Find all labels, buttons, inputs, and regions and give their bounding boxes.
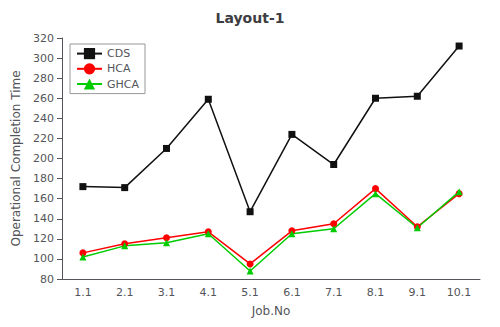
svg-text:100: 100 xyxy=(33,252,54,265)
svg-text:Layout-1: Layout-1 xyxy=(216,10,285,26)
svg-text:CDS: CDS xyxy=(107,47,130,60)
svg-text:8.1: 8.1 xyxy=(367,286,385,299)
svg-text:300: 300 xyxy=(33,52,54,65)
svg-text:4.1: 4.1 xyxy=(200,286,218,299)
svg-text:220: 220 xyxy=(33,132,54,145)
svg-text:120: 120 xyxy=(33,232,54,245)
svg-text:320: 320 xyxy=(33,32,54,45)
svg-text:200: 200 xyxy=(33,152,54,165)
svg-text:2.1: 2.1 xyxy=(116,286,134,299)
svg-text:5.1: 5.1 xyxy=(241,286,259,299)
svg-text:Job.No: Job.No xyxy=(251,304,291,318)
svg-text:HCA: HCA xyxy=(107,62,131,75)
svg-text:260: 260 xyxy=(33,92,54,105)
svg-text:6.1: 6.1 xyxy=(283,286,301,299)
svg-text:240: 240 xyxy=(33,112,54,125)
svg-text:140: 140 xyxy=(33,212,54,225)
svg-text:3.1: 3.1 xyxy=(158,286,176,299)
svg-text:280: 280 xyxy=(33,72,54,85)
svg-text:180: 180 xyxy=(33,172,54,185)
svg-text:7.1: 7.1 xyxy=(325,286,343,299)
svg-text:160: 160 xyxy=(33,192,54,205)
svg-text:10.1: 10.1 xyxy=(447,286,472,299)
svg-text:80: 80 xyxy=(40,273,54,286)
svg-text:Operational Completion Time: Operational Completion Time xyxy=(9,70,23,246)
svg-text:9.1: 9.1 xyxy=(409,286,427,299)
svg-text:1.1: 1.1 xyxy=(74,286,92,299)
svg-text:GHCA: GHCA xyxy=(107,78,139,91)
